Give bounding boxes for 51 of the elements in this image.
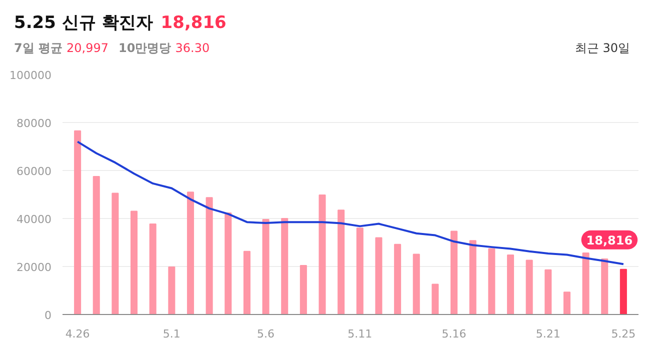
bar [620, 268, 627, 314]
bar [243, 250, 250, 314]
bar [92, 176, 100, 314]
bar [168, 266, 176, 314]
bar [186, 192, 194, 314]
chart-title: 5.25 신규 확진자 [14, 13, 153, 33]
y-tick-label: 100000 [10, 69, 52, 82]
bar [74, 130, 82, 314]
text: 20,997 [66, 41, 109, 55]
annotation: 18,816 [586, 233, 633, 248]
x-tick-label: 5.1 [162, 328, 180, 340]
text: 18,816 [160, 13, 226, 33]
x-tick-label: 5.21 [536, 328, 560, 340]
x-tick-label: 5.6 [257, 328, 275, 340]
x-tick-label: 4.26 [65, 328, 90, 340]
bar [563, 292, 570, 314]
bar [488, 248, 496, 314]
bar [356, 228, 364, 314]
bar [112, 192, 119, 314]
bar [149, 224, 156, 314]
bar [338, 210, 345, 314]
x-tick-label: 5.16 [442, 328, 466, 340]
bar [412, 254, 420, 314]
bar [544, 269, 552, 314]
bar [601, 258, 608, 314]
y-tick-label: 0 [44, 309, 52, 322]
y-tick-label: 40000 [16, 213, 52, 226]
text: 최근 30일 [574, 41, 630, 55]
bar [300, 265, 307, 314]
bar [206, 197, 213, 314]
bar [582, 252, 590, 314]
bar [469, 240, 476, 314]
bar [526, 260, 533, 314]
bar [281, 218, 288, 314]
text: 10만명당 [118, 41, 172, 55]
x-tick-label: 5.11 [348, 328, 372, 340]
x-tick-label: 5.25 [611, 328, 636, 340]
y-tick-label: 20000 [16, 261, 52, 274]
bar [394, 244, 402, 314]
bar [262, 218, 270, 314]
y-tick-label: 60000 [16, 165, 52, 178]
bar [432, 284, 439, 314]
bar [318, 194, 326, 314]
y-tick-label: 80000 [16, 117, 52, 130]
bar [375, 237, 382, 314]
bar [130, 210, 138, 314]
text: 36.30 [175, 41, 210, 55]
bar [224, 212, 232, 314]
bar [506, 254, 514, 314]
bar [450, 230, 458, 314]
text: 7일 평균 [14, 41, 63, 55]
